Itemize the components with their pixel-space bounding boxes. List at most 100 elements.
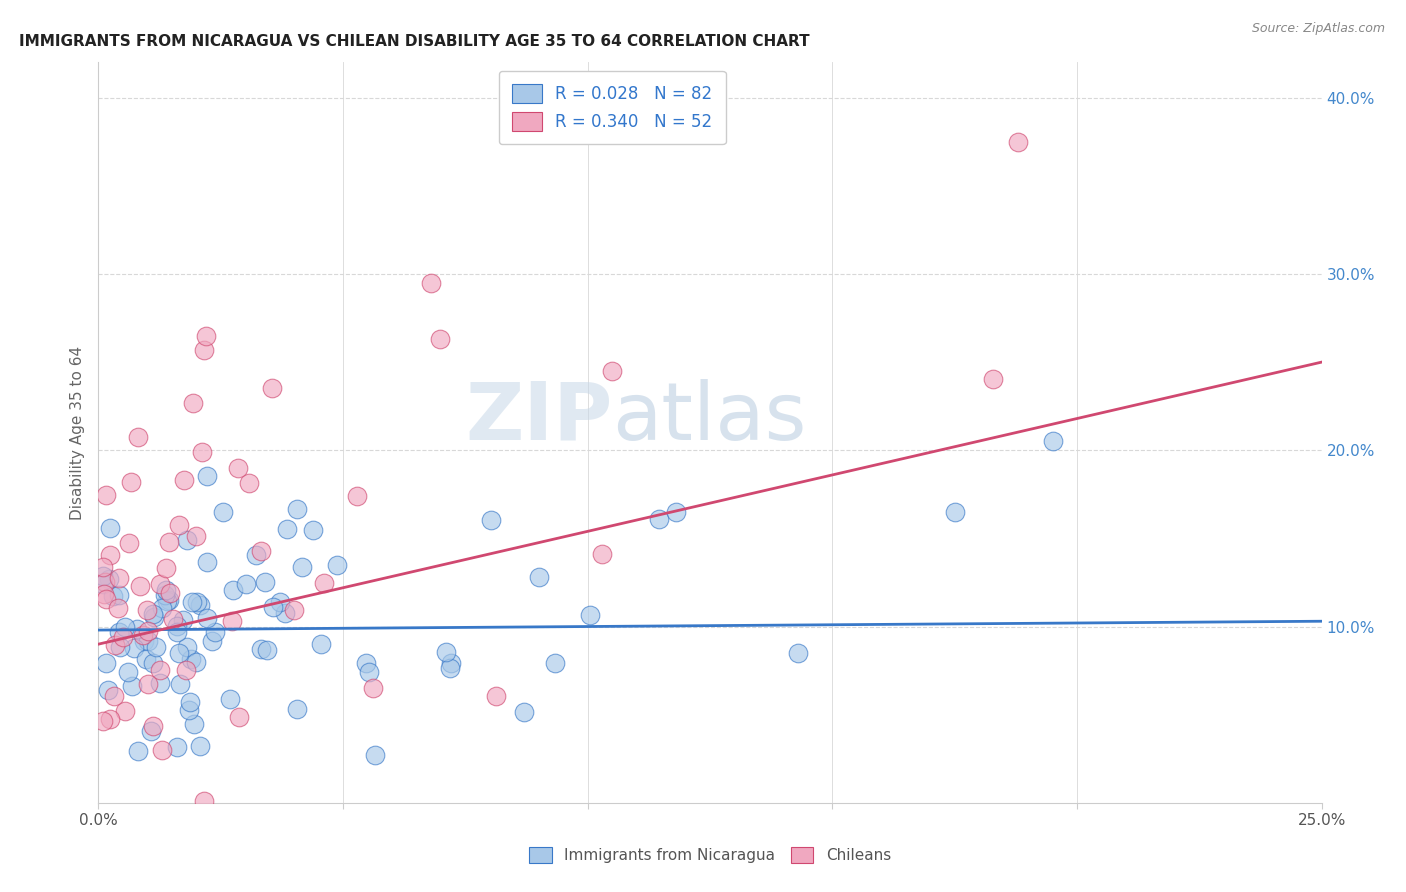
Point (285, 702, 308, 716)
Point (513, 705, 536, 719)
Point (155, 561, 177, 575)
Point (479, 513, 502, 527)
Point (91, 714, 114, 729)
Point (149, 663, 172, 677)
Point (96, 592, 118, 607)
Point (142, 610, 165, 624)
Point (121, 679, 143, 693)
Point (600, 364, 623, 378)
Point (149, 675, 172, 690)
Point (120, 475, 142, 490)
Point (166, 740, 188, 755)
Point (157, 534, 180, 549)
Point (326, 558, 349, 572)
Point (97, 683, 120, 698)
Point (439, 661, 461, 675)
Point (117, 665, 139, 679)
Point (1007, 135, 1029, 149)
Point (363, 681, 385, 696)
Point (190, 598, 212, 612)
Point (103, 690, 125, 704)
Point (291, 560, 314, 574)
Point (162, 612, 184, 626)
Point (346, 489, 368, 503)
Point (212, 505, 235, 519)
Legend: Immigrants from Nicaragua, Chileans: Immigrants from Nicaragua, Chileans (523, 841, 897, 869)
Point (943, 505, 966, 519)
Point (420, 276, 443, 290)
Point (91, 559, 114, 574)
Point (135, 651, 157, 665)
Text: IMMIGRANTS FROM NICARAGUA VS CHILEAN DISABILITY AGE 35 TO 64 CORRELATION CHART: IMMIGRANTS FROM NICARAGUA VS CHILEAN DIS… (18, 34, 810, 49)
Point (250, 543, 273, 558)
Point (149, 577, 172, 591)
Point (193, 794, 215, 808)
Point (302, 523, 325, 537)
Point (98, 548, 121, 562)
Point (131, 627, 153, 641)
Point (440, 656, 463, 670)
Point (186, 595, 208, 609)
Point (197, 555, 219, 569)
Point (204, 624, 226, 639)
Point (169, 518, 191, 533)
Point (181, 396, 204, 410)
Point (155, 582, 177, 597)
Point (201, 634, 224, 648)
Point (139, 723, 162, 738)
Point (262, 599, 284, 614)
Point (127, 429, 149, 443)
Point (136, 603, 159, 617)
Point (195, 611, 218, 625)
Point (1042, 434, 1064, 449)
Point (114, 620, 136, 634)
Point (169, 677, 191, 691)
Text: Source: ZipAtlas.com: Source: ZipAtlas.com (1251, 22, 1385, 36)
Point (238, 476, 260, 491)
Point (219, 691, 242, 706)
Point (142, 607, 165, 621)
Point (112, 630, 135, 644)
Point (176, 663, 198, 677)
Point (157, 592, 180, 607)
Point (274, 607, 297, 621)
Point (93, 587, 115, 601)
Text: ZIP: ZIP (465, 379, 612, 457)
Point (114, 704, 136, 718)
Point (94, 575, 117, 590)
Text: atlas: atlas (612, 379, 807, 457)
Point (150, 600, 173, 615)
Point (98, 521, 121, 535)
Point (176, 533, 198, 548)
Point (195, 468, 218, 483)
Point (527, 569, 550, 583)
Point (183, 716, 205, 731)
Point (285, 501, 308, 516)
Point (142, 657, 165, 671)
Point (166, 625, 188, 640)
Point (312, 576, 335, 591)
Point (354, 656, 377, 670)
Point (591, 547, 613, 561)
Point (221, 614, 243, 628)
Point (150, 743, 173, 757)
Point (434, 645, 457, 659)
Point (364, 747, 387, 762)
Point (579, 608, 602, 623)
Point (283, 602, 305, 616)
Point (228, 710, 250, 724)
Point (94, 488, 117, 502)
Point (184, 529, 207, 543)
Point (176, 640, 198, 654)
Point (136, 624, 159, 638)
Point (125, 622, 148, 636)
Point (166, 619, 188, 633)
Point (129, 579, 152, 593)
Point (167, 647, 190, 661)
Point (127, 744, 149, 758)
Point (184, 655, 207, 669)
Point (91, 569, 114, 583)
Point (136, 634, 159, 648)
Point (665, 505, 688, 519)
Y-axis label: Disability Age 35 to 64: Disability Age 35 to 64 (70, 345, 86, 520)
